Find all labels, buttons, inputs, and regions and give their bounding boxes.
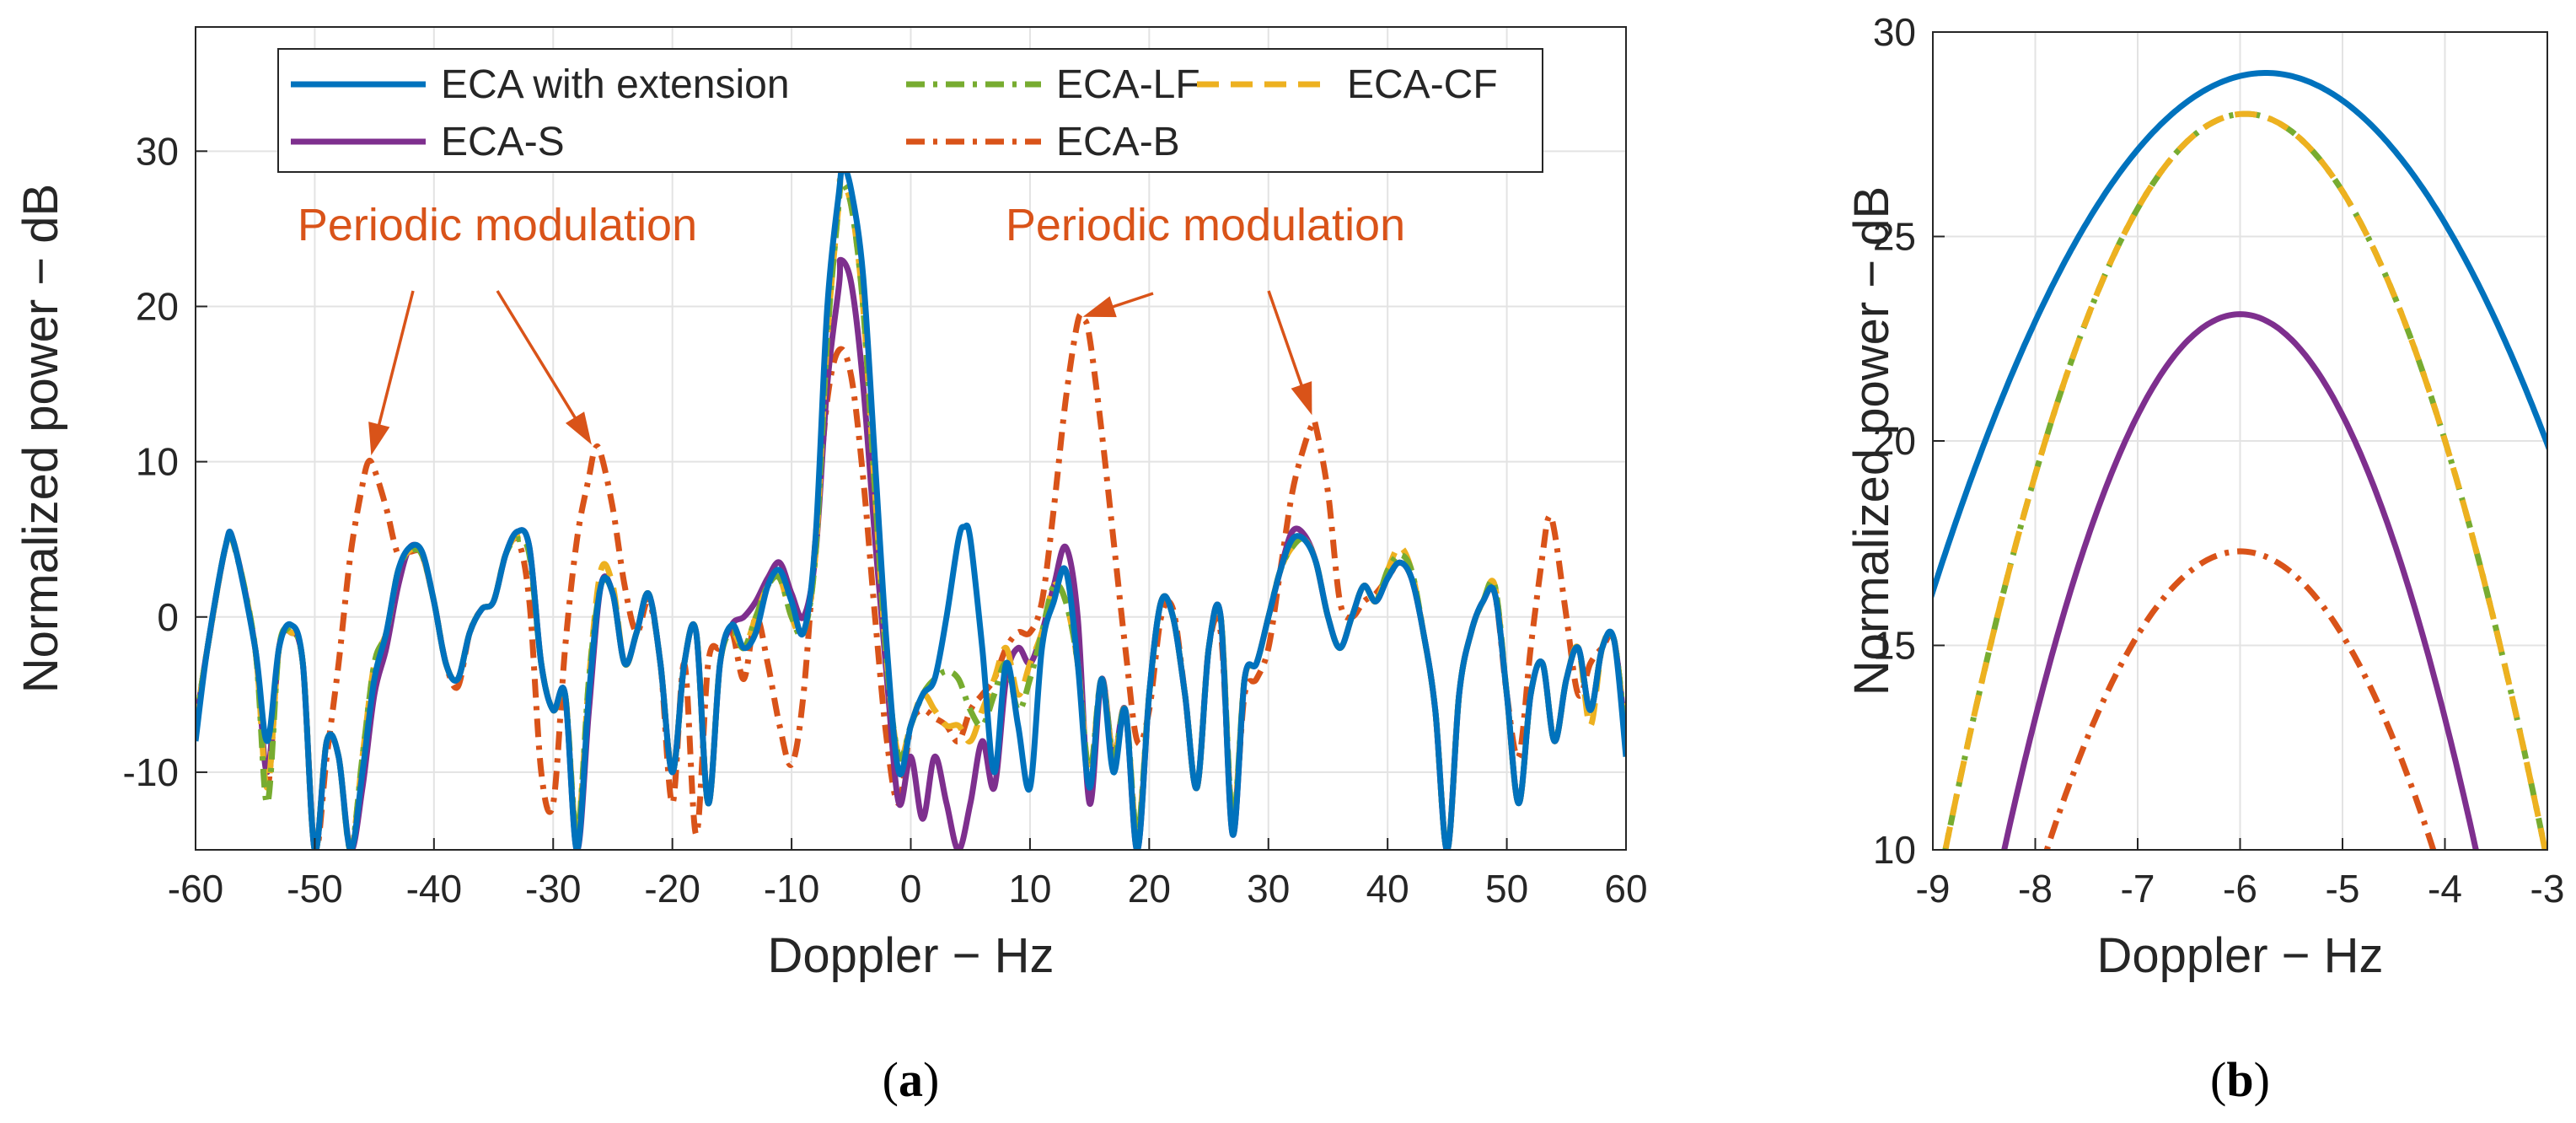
legend-label-eca-lf: ECA-LF bbox=[1056, 62, 1200, 107]
panel-a-ytick-label: 20 bbox=[136, 284, 179, 328]
panel-b-series-eca-b bbox=[2043, 548, 2437, 850]
panel-b-ytick-label: 20 bbox=[1873, 419, 1916, 463]
panel-b-series bbox=[1933, 70, 2547, 850]
annotation-arrow-head bbox=[565, 411, 592, 445]
legend-label-eca-s: ECA-S bbox=[441, 120, 565, 164]
panel-b-ytick-label: 15 bbox=[1873, 624, 1916, 668]
panel-b-series-eca-s bbox=[2001, 311, 2479, 850]
annotation-periodic-modulation: Periodic modulation bbox=[298, 200, 697, 250]
panel-a-ytick-label: -10 bbox=[123, 750, 179, 794]
panel-b-chart: -9 -8 -7 -6 -5 -4 -3 10 15 20 25 30 Doppler − Hz No… bbox=[1844, 10, 2565, 1107]
annotation-arrow-head bbox=[368, 422, 390, 456]
panel-a-xtick-label: -50 bbox=[287, 867, 342, 911]
panel-a-xtick-label: 30 bbox=[1247, 867, 1290, 911]
panel-b-xlabel: Doppler − Hz bbox=[2096, 928, 2383, 983]
panel-b-ylabel: Normalized power − dB bbox=[1844, 186, 1899, 696]
annotation-arrow-line bbox=[1267, 290, 1306, 392]
panel-b-ytick-label: 10 bbox=[1873, 828, 1916, 872]
panel-a-xtick-label: 40 bbox=[1366, 867, 1409, 911]
panel-a-chart: -60 -50 -40 -30 -20 -10 0 10 20 30 40 50 60 -10 0 10 20 3… bbox=[13, 26, 1648, 1107]
panel-a-xtick-label: 20 bbox=[1128, 867, 1171, 911]
panel-a-series-eca-with-extension bbox=[196, 164, 1626, 850]
panel-a-xtick-label: -10 bbox=[764, 867, 819, 911]
panel-a-xtick-label: -30 bbox=[525, 867, 581, 911]
annotation-arrow-line bbox=[496, 290, 580, 424]
legend-box bbox=[277, 48, 1543, 173]
legend-label-eca-b: ECA-B bbox=[1056, 120, 1180, 164]
panel-a-xlabel: Doppler − Hz bbox=[767, 928, 1054, 983]
legend-label-eca-with-extension: ECA with extension bbox=[441, 62, 790, 107]
legend: ECA with extension ECA-LF ECA-CF ECA-S ECA-B bbox=[277, 48, 1543, 173]
panel-b-xtick-label: -8 bbox=[2018, 867, 2053, 911]
panel-b-caption: (b) bbox=[2210, 1052, 2270, 1107]
panel-a-series bbox=[196, 164, 1626, 850]
panel-a-ylabel: Normalized power − dB bbox=[13, 184, 68, 693]
panel-a-ytick-label: 0 bbox=[157, 595, 179, 639]
annotation-arrow-head bbox=[1082, 296, 1117, 318]
panel-b-xtick-label: -7 bbox=[2121, 867, 2155, 911]
panel-b-grid bbox=[1932, 31, 2548, 851]
panel-b-xtick-label: -6 bbox=[2223, 867, 2257, 911]
panel-a-ytick-label: 30 bbox=[136, 129, 179, 173]
panel-a-ticks: -60 -50 -40 -30 -20 -10 0 10 20 30 40 50 60 -10 0 10 20 3… bbox=[123, 129, 1648, 911]
panel-a-annotations: Periodic modulation Periodic modulation bbox=[298, 200, 1405, 456]
panel-b-xtick-label: -4 bbox=[2428, 867, 2462, 911]
panel-b-series-eca-cf bbox=[1942, 110, 2547, 850]
panel-a-xtick-label: 50 bbox=[1485, 867, 1528, 911]
panel-b-xtick-label: -9 bbox=[1916, 867, 1951, 911]
panel-b-ytick-label: 30 bbox=[1873, 10, 1916, 54]
annotation-arrow-line bbox=[1106, 292, 1154, 310]
panel-a-xtick-label: 0 bbox=[900, 867, 922, 911]
annotation-arrow-head bbox=[1291, 381, 1312, 416]
panel-b-series-eca-with-extension bbox=[1933, 70, 2547, 601]
panel-a-xtick-label: -20 bbox=[644, 867, 700, 911]
panel-a-xtick-label: -40 bbox=[406, 867, 462, 911]
panel-a-xtick-label: 60 bbox=[1604, 867, 1647, 911]
annotation-periodic-modulation: Periodic modulation bbox=[1006, 200, 1405, 250]
panel-a-xtick-label: 10 bbox=[1008, 867, 1051, 911]
panel-a-xtick-label: -60 bbox=[168, 867, 223, 911]
panel-b-ticks: -9 -8 -7 -6 -5 -4 -3 10 15 20 25 30 bbox=[1873, 10, 2565, 911]
legend-label-eca-cf: ECA-CF bbox=[1347, 62, 1498, 107]
panel-a-ytick-label: 10 bbox=[136, 440, 179, 484]
panel-a-caption: (a) bbox=[883, 1052, 940, 1107]
annotation-arrow-line bbox=[376, 290, 415, 432]
panel-b-xtick-label: -5 bbox=[2326, 867, 2360, 911]
panel-b-ytick-label: 25 bbox=[1873, 215, 1916, 259]
panel-b-xtick-label: -3 bbox=[2530, 867, 2565, 911]
